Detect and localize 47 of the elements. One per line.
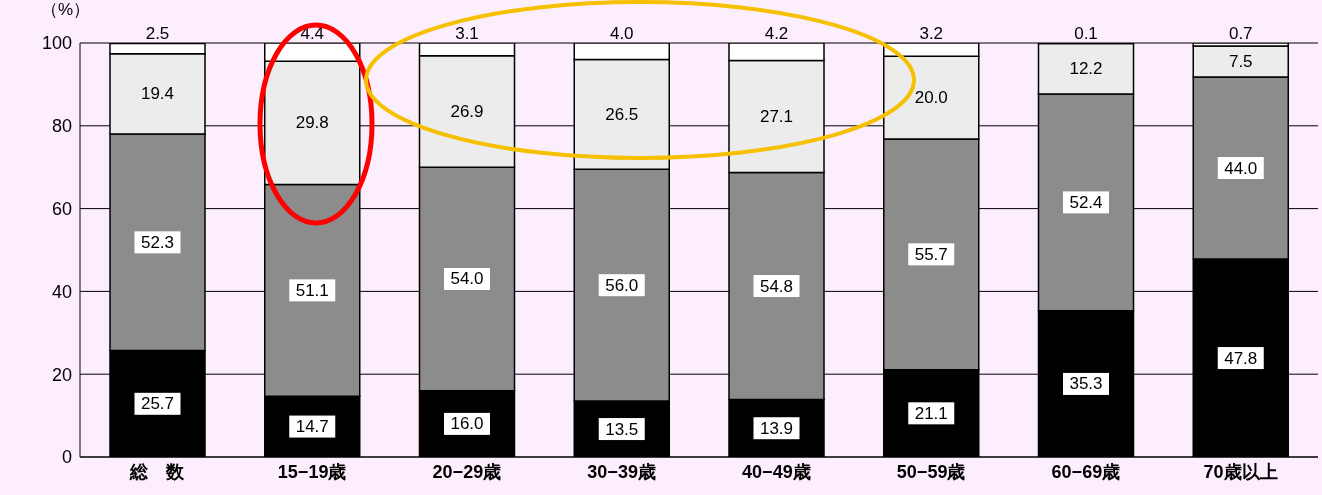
data-label: 54.0 [450, 269, 484, 289]
data-label: 3.2 [919, 23, 944, 43]
x-tick-label: 30−39歳 [587, 461, 656, 482]
data-label: 20.0 [914, 88, 948, 108]
data-label: 44.0 [1224, 158, 1258, 178]
data-label: 54.8 [759, 276, 794, 296]
x-tick-label: 50−59歳 [896, 461, 966, 482]
data-label: 2.5 [145, 23, 170, 43]
data-label: 0.1 [1074, 23, 1098, 43]
data-label: 19.4 [140, 84, 175, 104]
x-tick-label: 40−49歳 [742, 461, 811, 482]
data-label: 13.5 [605, 419, 639, 439]
data-label: 52.3 [140, 232, 175, 252]
data-label: 27.1 [759, 106, 794, 126]
x-tick-label: 70歳以上 [1203, 461, 1278, 482]
data-label: 4.0 [609, 23, 634, 43]
y-tick-label: 0 [61, 447, 72, 468]
data-label: 25.7 [140, 394, 175, 414]
data-label: 7.5 [1228, 51, 1253, 71]
data-label: 35.3 [1069, 374, 1103, 394]
y-tick-label: 40 [51, 281, 72, 302]
data-label: 52.4 [1069, 192, 1103, 212]
data-label: 21.1 [914, 403, 948, 423]
x-tick-label: 15−19歳 [277, 461, 347, 482]
data-label: 16.0 [450, 414, 484, 434]
data-label: 0.7 [1228, 23, 1253, 43]
y-tick-label: 20 [51, 364, 72, 385]
data-label: 51.1 [295, 280, 329, 300]
data-label: 13.9 [759, 418, 794, 438]
data-label: 4.4 [300, 23, 325, 43]
y-tick-label: 60 [51, 198, 72, 219]
y-tick-label: 100 [41, 33, 72, 54]
x-tick-label: 20−29歳 [432, 461, 502, 482]
data-label: 29.8 [295, 113, 329, 133]
data-label: 56.0 [605, 275, 639, 295]
data-label: 14.7 [295, 417, 329, 437]
x-tick-label: 60−69歳 [1051, 461, 1121, 482]
data-label: 47.8 [1224, 348, 1258, 368]
data-label: 3.1 [455, 23, 479, 43]
data-label: 4.2 [764, 23, 789, 43]
x-tick-label: 総 数 [129, 461, 186, 482]
y-tick-label: 80 [51, 116, 72, 137]
y-axis-title: （%） [40, 0, 90, 20]
data-label: 26.9 [450, 102, 484, 122]
data-label: 12.2 [1069, 59, 1103, 79]
data-label: 26.5 [605, 104, 639, 124]
data-label: 55.7 [914, 244, 948, 264]
